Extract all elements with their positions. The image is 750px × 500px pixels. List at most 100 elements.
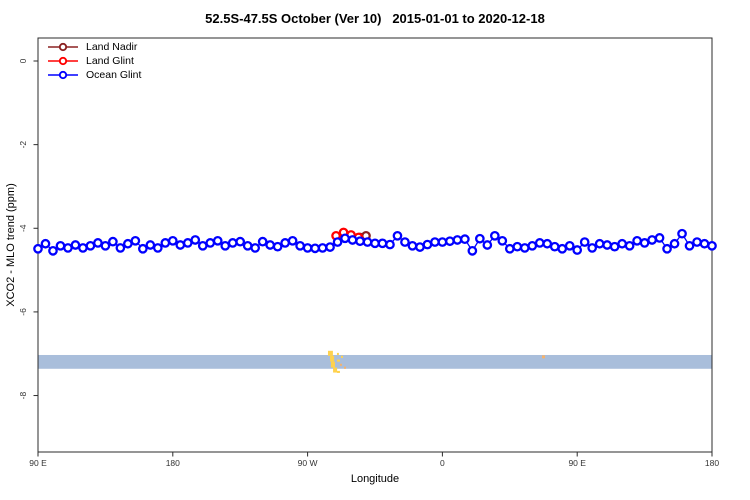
data-point — [272, 241, 283, 252]
y-axis-tick-label: 0 — [18, 58, 28, 63]
data-point — [504, 243, 515, 254]
legend-item-ocean-glint: Ocean Glint — [46, 68, 141, 82]
data-point — [415, 242, 425, 252]
data-point — [235, 236, 246, 247]
data-point — [684, 240, 695, 251]
data-point — [572, 245, 583, 255]
map-strip-land-patch — [343, 366, 346, 369]
data-point — [332, 237, 343, 247]
map-strip-ocean — [38, 354, 712, 369]
data-point — [482, 240, 493, 250]
data-point — [654, 233, 665, 243]
data-point — [602, 240, 613, 250]
data-point — [617, 238, 627, 249]
data-point — [594, 238, 605, 249]
data-point — [340, 233, 350, 244]
legend-item-land-glint: Land Glint — [46, 54, 141, 68]
data-point — [220, 240, 231, 251]
land-nadir-marker-icon — [48, 42, 78, 52]
data-point — [40, 238, 51, 249]
data-point — [437, 237, 448, 247]
data-point — [152, 243, 163, 253]
y-axis-tick-label: -2 — [18, 141, 28, 149]
data-point — [639, 238, 650, 248]
data-point — [317, 243, 328, 253]
data-point — [70, 240, 81, 250]
data-point — [692, 237, 702, 247]
data-point — [108, 236, 118, 247]
data-point — [467, 246, 478, 256]
map-strip-land-patch — [330, 361, 336, 368]
data-point — [632, 235, 642, 246]
data-point — [512, 241, 523, 252]
data-point — [452, 235, 463, 245]
data-point — [93, 238, 103, 248]
land-glint-marker-icon — [48, 56, 78, 66]
data-point — [534, 238, 545, 248]
data-point — [197, 240, 208, 251]
data-point — [295, 240, 305, 251]
chart-title: 52.5S-47.5S October (Ver 10) 2015-01-01 … — [205, 11, 545, 26]
data-point — [167, 235, 178, 246]
data-point — [242, 240, 253, 251]
data-point — [347, 235, 358, 245]
data-point — [407, 240, 418, 251]
map-strip-land-patch — [327, 350, 333, 356]
legend-item-land-nadir: Land Nadir — [46, 40, 141, 54]
data-point — [542, 238, 553, 249]
data-point — [669, 238, 680, 249]
data-point — [205, 238, 216, 248]
data-point — [123, 238, 133, 249]
x-axis-tick-label: 0 — [440, 458, 445, 468]
map-strip-land-patch — [336, 370, 340, 373]
data-point — [370, 238, 380, 249]
data-point — [100, 240, 111, 251]
data-point — [647, 235, 657, 245]
legend-label-land-nadir: Land Nadir — [86, 41, 138, 53]
ocean-glint-marker-icon — [48, 70, 78, 80]
map-strip-land-patch — [336, 359, 340, 362]
data-point — [302, 243, 313, 253]
x-axis-tick-label: 90 E — [568, 458, 586, 468]
data-point — [430, 237, 440, 247]
data-point — [115, 243, 126, 253]
data-point — [579, 237, 590, 247]
data-point — [160, 238, 171, 248]
data-point — [392, 230, 403, 241]
data-point — [587, 243, 598, 253]
data-point — [564, 240, 575, 251]
series-ocean-glint — [33, 228, 717, 256]
map-strip-land-patch — [542, 355, 545, 359]
data-point — [474, 233, 485, 244]
data-point — [497, 235, 508, 246]
y-axis-tick-label: -6 — [18, 308, 28, 316]
x-axis-tick-label: 90 W — [298, 458, 318, 468]
y-axis-tick-label: -4 — [18, 224, 28, 232]
y-axis-tick-label: -8 — [18, 391, 28, 399]
data-point — [489, 230, 500, 241]
data-point — [422, 239, 433, 250]
data-point — [182, 238, 193, 248]
data-point — [257, 236, 268, 247]
data-point — [677, 228, 687, 239]
data-point — [699, 238, 710, 249]
data-point — [265, 240, 276, 250]
data-point — [137, 243, 148, 254]
x-axis-tick-label: 90 E — [29, 458, 47, 468]
map-strip-land-patch — [330, 355, 335, 362]
data-point — [175, 240, 186, 250]
data-point — [557, 243, 568, 254]
data-point — [48, 246, 58, 256]
map-strip-land-patch — [336, 352, 339, 355]
data-point — [400, 237, 410, 247]
legend: Land Nadir Land Glint Ocean Glint — [46, 40, 141, 82]
data-point — [63, 243, 73, 253]
map-strip-land-patch — [341, 355, 343, 358]
map-strip-land-patch — [339, 363, 342, 366]
data-point — [662, 243, 672, 254]
map-strip-land-patch — [333, 367, 338, 373]
data-point — [549, 241, 560, 252]
data-point — [130, 235, 141, 246]
